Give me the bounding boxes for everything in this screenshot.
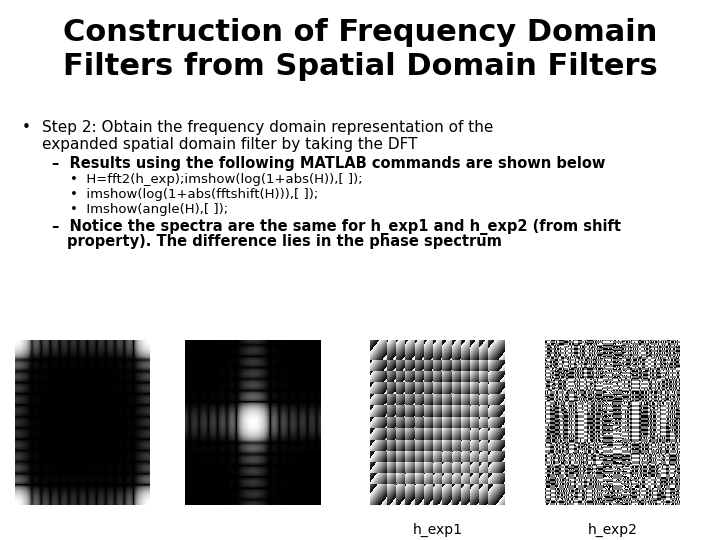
Text: h_exp2: h_exp2 [588,523,637,537]
Text: •  H=fft2(h_exp);imshow(log(1+abs(H)),[ ]);: • H=fft2(h_exp);imshow(log(1+abs(H)),[ ]… [70,173,363,186]
Text: expanded spatial domain filter by taking the DFT: expanded spatial domain filter by taking… [42,137,418,152]
Text: Step 2: Obtain the frequency domain representation of the: Step 2: Obtain the frequency domain repr… [42,120,493,135]
Text: Filters from Spatial Domain Filters: Filters from Spatial Domain Filters [63,52,657,81]
Text: Construction of Frequency Domain: Construction of Frequency Domain [63,18,657,47]
Text: •  imshow(log(1+abs(fftshift(H))),[ ]);: • imshow(log(1+abs(fftshift(H))),[ ]); [70,188,318,201]
Text: –  Notice the spectra are the same for h_exp1 and h_exp2 (from shift: – Notice the spectra are the same for h_… [52,219,621,235]
Text: •  Imshow(angle(H),[ ]);: • Imshow(angle(H),[ ]); [70,204,228,217]
Text: •: • [22,120,31,135]
Text: property). The difference lies in the phase spectrum: property). The difference lies in the ph… [67,234,502,249]
Text: –  Results using the following MATLAB commands are shown below: – Results using the following MATLAB com… [52,156,606,171]
Text: h_exp1: h_exp1 [413,523,462,537]
